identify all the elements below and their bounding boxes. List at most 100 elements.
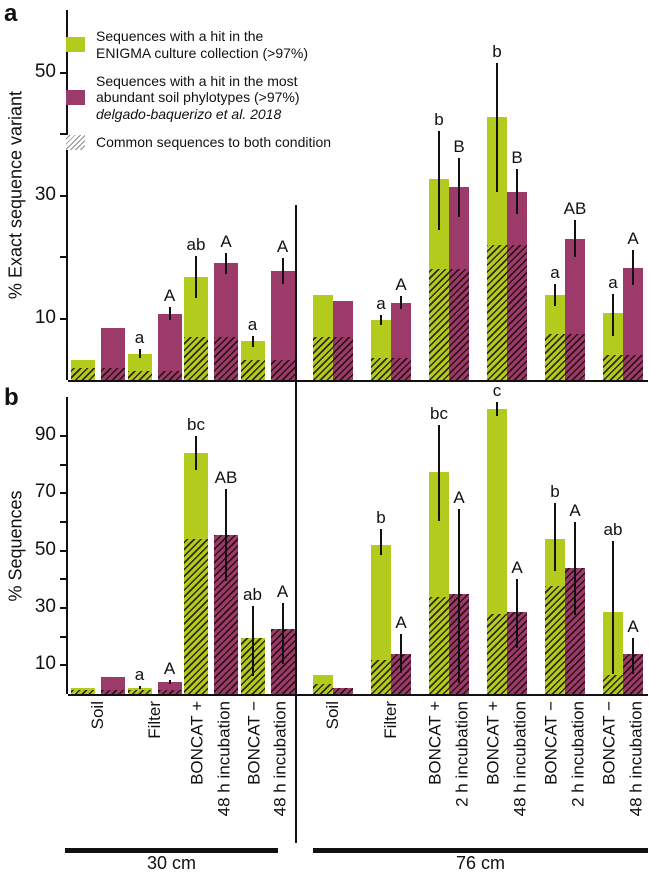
legend-line: Common sequences to both condition [96, 133, 332, 150]
significance-letter: c [492, 380, 502, 400]
legend-item-phylotypes: Sequences with a hit in the most abundan… [66, 73, 376, 123]
x-label-line: BONCAT − [541, 701, 561, 785]
bar-common-hatch [71, 689, 95, 694]
error-bar [438, 424, 440, 521]
legend-line: Sequences with a hit in the most [96, 72, 298, 89]
bar-green [487, 116, 507, 380]
significance-letter: b [376, 508, 386, 528]
error-bar [574, 220, 576, 258]
error-bar [168, 306, 171, 321]
y-tick [60, 549, 68, 552]
panel-letter-a: a [4, 0, 18, 27]
bar-common-hatch [507, 612, 527, 694]
bar-common-hatch [487, 613, 507, 694]
bar-green [371, 544, 391, 694]
legend-line: abundant soil phylotypes (>97%) [96, 89, 300, 106]
error-bar [400, 633, 402, 674]
x-category-label: BONCAT − 48 h incubation [599, 701, 646, 816]
error-bar [496, 63, 498, 193]
significance-letter: ab [186, 234, 206, 254]
significance-letter: b [492, 42, 502, 62]
bar-green [71, 360, 95, 380]
significance-letter: a [134, 664, 145, 684]
legend-text-common: Common sequences to both condition [96, 134, 331, 151]
bar-purple [449, 186, 469, 380]
error-bar [380, 529, 382, 555]
group-label: 76 cm [455, 853, 506, 873]
y-tick [60, 72, 68, 74]
error-bar [496, 401, 498, 416]
bar-purple [157, 681, 182, 694]
x-label-line: 2 h incubation [452, 701, 472, 807]
y-axis-b [66, 397, 68, 694]
x-label-line: 48 h incubation [214, 701, 234, 817]
bar-common-hatch [313, 683, 333, 694]
x-label-line: BONCAT + [425, 701, 445, 785]
panel-letter-b: b [4, 384, 19, 411]
bar-common-hatch [545, 586, 565, 694]
bar-green [371, 319, 391, 380]
bar-purple [333, 688, 353, 694]
bar-purple [623, 654, 643, 694]
y-tick [60, 463, 68, 466]
group-underline [65, 848, 278, 853]
significance-letter: b [434, 110, 444, 130]
x-label-line: 48 h incubation [510, 701, 530, 817]
legend-line: Sequences with a hit in the [96, 28, 264, 44]
significance-letter: A [163, 285, 176, 305]
significance-letter: A [276, 236, 289, 256]
y-tick-label: 30 [34, 595, 56, 617]
bar-purple [507, 191, 527, 380]
x-label-line: BONCAT − [244, 701, 264, 785]
error-bar [400, 296, 402, 309]
y-tick [60, 578, 68, 581]
bar-common-hatch [371, 357, 391, 380]
significance-letter: a [134, 327, 145, 347]
error-bar [554, 284, 556, 307]
significance-letter: a [376, 293, 386, 313]
bar-common-hatch [623, 355, 643, 380]
significance-letter: bc [430, 403, 448, 423]
significance-letter: B [511, 147, 523, 167]
bar-common-hatch [313, 337, 333, 380]
legend: Sequences with a hit in the ENIGMA cultu… [66, 28, 376, 151]
bar-common-hatch [371, 659, 391, 694]
bar-purple [270, 270, 295, 380]
bar-common-hatch [333, 337, 353, 380]
legend-item-enigma: Sequences with a hit in the ENIGMA cultu… [66, 28, 376, 62]
x-label-line: Soil [323, 701, 343, 730]
y-tick [60, 635, 68, 638]
group-label: 30 cm [146, 853, 197, 873]
significance-letter: A [569, 500, 581, 520]
bar-common-hatch [214, 337, 238, 380]
legend-line: ENIGMA culture collection (>97%) [96, 44, 309, 61]
bar-common-hatch [71, 367, 95, 380]
y-tick [60, 194, 68, 197]
significance-letter: A [511, 558, 523, 578]
significance-letter: B [453, 136, 465, 156]
bar-common-hatch [565, 567, 585, 694]
error-bar [632, 638, 634, 674]
bar-common-hatch [623, 654, 643, 694]
error-bar [251, 605, 254, 677]
error-bar [251, 335, 254, 347]
significance-letter: AB [563, 199, 587, 219]
x-label-line: BONCAT − [599, 701, 619, 785]
error-bar [612, 294, 614, 336]
bar-green [545, 295, 565, 380]
error-bar [225, 489, 227, 581]
error-bar [516, 168, 518, 215]
y-tick [60, 492, 68, 495]
bar-purple [101, 327, 125, 380]
bar-green [313, 295, 333, 380]
bar-green [184, 453, 208, 694]
bar-common-hatch [240, 360, 265, 380]
error-bar [168, 679, 171, 685]
significance-letter: A [627, 228, 639, 248]
significance-letter: A [276, 581, 289, 601]
significance-letter: a [247, 314, 258, 334]
y-tick-label: 50 [34, 538, 56, 560]
legend-text-phylotypes: Sequences with a hit in the most abundan… [96, 73, 300, 123]
x-label-line: Filter [144, 701, 164, 739]
bar-common-hatch [270, 360, 295, 380]
